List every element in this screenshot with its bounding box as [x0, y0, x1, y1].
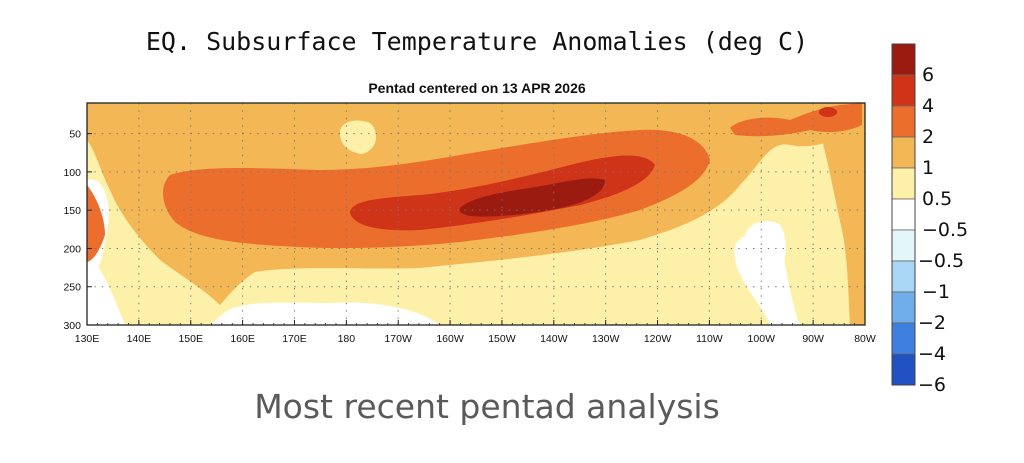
contour-white-patch-east [744, 221, 786, 286]
colorbar-label: −2 [918, 312, 946, 334]
contour-band-west-edge [87, 185, 105, 262]
x-axis: 130E 140E 150E 160E 170E 180 170W 160W 150W 140W 1… [75, 320, 876, 345]
x-tick-label: 140E [127, 333, 152, 345]
colorbar-swatch [891, 43, 916, 76]
x-tick-label: 80W [854, 333, 876, 345]
x-tick-label: 120W [644, 333, 672, 345]
colorbar-swatch [891, 353, 916, 386]
x-tick-label: 170W [384, 333, 412, 345]
colorbar-swatch [891, 198, 916, 231]
grid-dots [87, 103, 865, 325]
contour-band-east-column [820, 103, 865, 325]
colorbar-label: 2 [922, 126, 934, 148]
chart-title: EQ. Subsurface Temperature Anomalies (de… [146, 27, 808, 56]
chart-subtitle: Pentad centered on 13 APR 2026 [368, 80, 586, 96]
x-tick-label: 100W [748, 333, 776, 345]
x-tick-label: 150E [178, 333, 203, 345]
colorbar-swatch [891, 291, 916, 324]
x-tick-label: 130W [592, 333, 620, 345]
y-tick-label: 200 [63, 243, 81, 255]
contour-yellow-hole [339, 120, 377, 154]
colorbar: 6 4 2 1 0.5 −0.5 −0.5 −1 −2 −4 −6 [891, 43, 968, 396]
contour-spot-northeast [819, 107, 837, 117]
colorbar-label: 6 [922, 64, 934, 86]
contour-band-2-to-4 [163, 129, 710, 249]
plot-frame [86, 102, 866, 326]
colorbar-label: −0.5 [918, 250, 964, 272]
x-tick-label: 160E [230, 333, 255, 345]
colorbar-label: 1 [922, 157, 934, 179]
y-tick-label: 100 [63, 167, 81, 179]
colorbar-swatch [891, 229, 916, 262]
x-tick-label: 170E [282, 333, 307, 345]
colorbar-swatch [891, 105, 916, 138]
colorbar-label: −6 [918, 374, 946, 396]
x-tick-label: 180 [338, 333, 356, 345]
y-tick-label: 150 [63, 205, 81, 217]
x-tick-label: 110W [696, 333, 723, 345]
colorbar-label: 0.5 [922, 188, 952, 210]
y-tick-label: 50 [69, 129, 81, 141]
colorbar-swatch [891, 136, 916, 169]
x-tick-label: 130E [75, 333, 100, 345]
colorbar-frame [891, 43, 916, 386]
contour-band-above-6 [459, 178, 605, 217]
colorbar-label: −4 [918, 343, 946, 365]
y-tick-label: 250 [63, 282, 81, 294]
x-tick-label: 90W [802, 333, 824, 345]
x-tick-label: 160W [436, 333, 464, 345]
colorbar-swatch [891, 167, 916, 200]
colorbar-label: 4 [922, 95, 934, 117]
y-axis: 50 100 150 200 250 300 [63, 129, 92, 332]
x-tick-label: 140W [540, 333, 568, 345]
colorbar-swatch [891, 74, 916, 107]
colorbar-swatch [891, 260, 916, 293]
x-tick-label: 150W [488, 333, 516, 345]
colorbar-label: −0.5 [922, 219, 968, 241]
plot-area: 50 100 150 200 250 300 130E 140E 150E 160E 170E 18… [63, 102, 876, 345]
anomaly-contours [87, 103, 865, 325]
colorbar-label: −1 [922, 281, 950, 303]
caption: Most recent pentad analysis [254, 387, 720, 426]
y-tick-label: 300 [63, 320, 81, 332]
colorbar-swatch [891, 322, 916, 355]
